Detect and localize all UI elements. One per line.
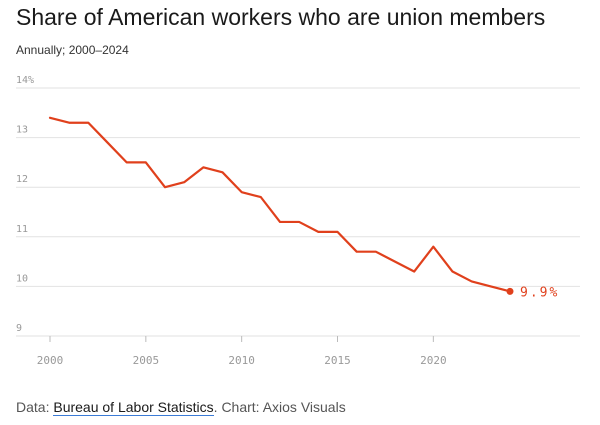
y-tick-label: 14%: [16, 75, 34, 86]
source-link[interactable]: Bureau of Labor Statistics: [53, 399, 214, 416]
data-prefix: Data:: [16, 399, 54, 415]
chart-credit: . Chart: Axios Visuals: [213, 399, 346, 415]
x-tick-label: 2020: [420, 354, 447, 367]
series-line: [48, 116, 512, 293]
y-tick-label: 9: [16, 323, 22, 334]
y-tick-label: 13: [16, 125, 28, 136]
line-chart: 9 10 11 12 13 14% 2000 2005 2010 2015 2020 9.9%: [16, 75, 580, 367]
x-tick-label: 2005: [133, 354, 160, 367]
chart-subtitle: Annually; 2000–2024: [16, 43, 129, 57]
chart-title: Share of American workers who are union …: [16, 4, 546, 30]
y-tick-label: 11: [16, 224, 28, 235]
x-tick-label: 2015: [324, 354, 351, 367]
end-point-marker: [506, 287, 514, 295]
y-tick-label: 10: [16, 273, 28, 284]
source-credit: Data: Bureau of Labor Statistics. Chart:…: [16, 399, 346, 416]
x-tick-label: 2010: [228, 354, 255, 367]
x-tick-label: 2000: [37, 354, 64, 367]
end-value-label: 9.9%: [520, 285, 559, 300]
y-tick-label: 12: [16, 174, 28, 185]
